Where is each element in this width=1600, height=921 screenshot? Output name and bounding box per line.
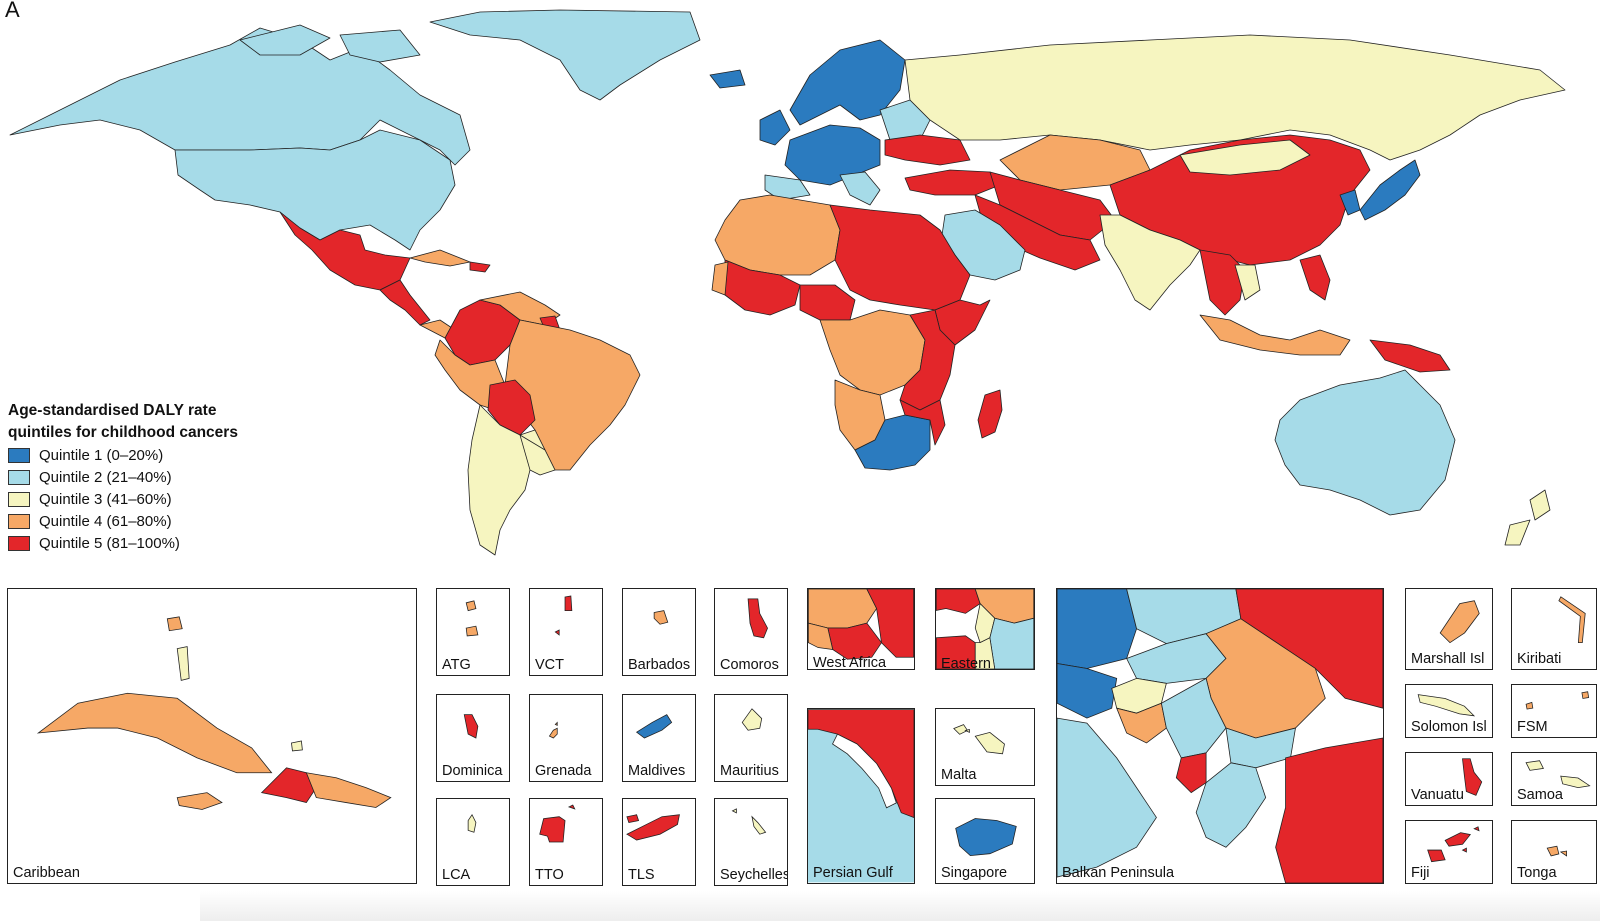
inset-grenada: Grenada [529, 694, 603, 782]
inset-tonga: Tonga [1511, 820, 1597, 884]
inset-fiji: Fiji [1405, 820, 1493, 884]
legend-swatch-q1 [8, 447, 30, 463]
legend-title-line2: quintiles for childhood cancers [8, 424, 238, 441]
legend-label-q2: Quintile 2 (21–40%) [39, 468, 172, 486]
inset-label: Maldives [628, 763, 686, 779]
inset-label: Marshall Isl [1411, 651, 1485, 667]
inset-dominica: Dominica [436, 694, 510, 782]
inset-balkan-peninsula: Balkan Peninsula [1056, 588, 1384, 884]
region-indonesia [1199, 314, 1351, 356]
map-legend: Age-standardised DALY rate quintiles for… [8, 400, 308, 554]
inset-vct: VCT [529, 588, 603, 676]
inset-solomon-isl: Solomon Isl [1405, 684, 1493, 738]
inset-vanuatu: Vanuatu [1405, 752, 1493, 806]
inset-west-africa: West Africa [807, 588, 915, 670]
inset-label: Singapore [941, 865, 1008, 881]
region-north-africa [714, 194, 841, 276]
region-greenland [429, 9, 701, 101]
region-turkey [904, 169, 1001, 196]
legend-item-q4: Quintile 4 (61–80%) [8, 510, 308, 532]
inset-malta: Malta [935, 708, 1035, 786]
region-russia [904, 34, 1566, 161]
panel-letter: A [5, 0, 20, 22]
inset-label: Kiribati [1517, 651, 1562, 667]
legend-label-q5: Quintile 5 (81–100%) [39, 534, 180, 552]
inset-tto: TTO [529, 798, 603, 886]
inset-mauritius: Mauritius [714, 694, 788, 782]
region-india [1099, 214, 1201, 311]
region-south-africa [854, 414, 931, 471]
region-usa [174, 129, 456, 251]
inset-label: Grenada [535, 763, 592, 779]
inset-comoros: Comoros [714, 588, 788, 676]
inset-label: Comoros [720, 657, 779, 673]
inset-samoa: Samoa [1511, 752, 1597, 806]
inset-maldives: Maldives [622, 694, 696, 782]
inset-fsm: FSM [1511, 684, 1597, 738]
region-australia [1274, 369, 1456, 516]
inset-label: Seychelles [720, 867, 788, 883]
legend-title-line1: Age-standardised DALY rate [8, 402, 217, 419]
legend-label-q3: Quintile 3 (41–60%) [39, 490, 172, 508]
inset-label: Balkan Peninsula [1062, 865, 1175, 881]
inset-kiribati: Kiribati [1511, 588, 1597, 670]
inset-label: Vanuatu [1411, 787, 1464, 803]
inset-label: TLS [628, 867, 655, 883]
region-japan [1359, 159, 1421, 221]
legend-swatch-q5 [8, 535, 30, 551]
legend-swatch-q4 [8, 513, 30, 529]
inset-label: Eastern Mediterranean [941, 656, 991, 670]
inset-atg: ATG [436, 588, 510, 676]
inset-lca: LCA [436, 798, 510, 886]
legend-item-q5: Quintile 5 (81–100%) [8, 532, 308, 554]
inset-label: Fiji [1411, 865, 1430, 881]
inset-barbados: Barbados [622, 588, 696, 676]
inset-eastern-mediterranean: Eastern Mediterranean [935, 588, 1035, 670]
inset-label: Solomon Isl [1411, 719, 1487, 735]
inset-label: Tonga [1517, 865, 1557, 881]
inset-persian-gulf: Persian Gulf [807, 708, 915, 884]
inset-label: TTO [535, 867, 564, 883]
legend-label-q1: Quintile 1 (0–20%) [39, 446, 164, 464]
inset-label: West Africa [813, 655, 887, 670]
page-shadow [200, 891, 1600, 921]
inset-marshall-isl: Marshall Isl [1405, 588, 1493, 670]
inset-label: FSM [1517, 719, 1548, 735]
legend-item-q3: Quintile 3 (41–60%) [8, 488, 308, 510]
inset-label: Caribbean [13, 865, 80, 881]
inset-caribbean: Caribbean [7, 588, 417, 884]
inset-label: Dominica [442, 763, 503, 779]
region-western-europe [784, 124, 881, 186]
legend-item-q2: Quintile 2 (21–40%) [8, 466, 308, 488]
region-scandinavia [789, 39, 906, 126]
inset-seychelles: Seychelles [714, 798, 788, 886]
inset-label: Samoa [1517, 787, 1563, 803]
inset-singapore: Singapore [935, 798, 1035, 884]
inset-label: ATG [442, 657, 471, 673]
legend-swatch-q2 [8, 469, 30, 485]
inset-label: Malta [941, 767, 977, 783]
world-map [9, 9, 1566, 556]
region-bolivia [487, 379, 536, 436]
inset-label: Persian Gulf [813, 865, 893, 881]
inset-tls: TLS [622, 798, 696, 886]
legend-swatch-q3 [8, 491, 30, 507]
inset-label: Barbados [628, 657, 691, 673]
legend-label-q4: Quintile 4 (61–80%) [39, 512, 172, 530]
inset-label: Mauritius [720, 763, 779, 779]
legend-item-q1: Quintile 1 (0–20%) [8, 444, 308, 466]
inset-label: LCA [442, 867, 471, 883]
region-madagascar [977, 389, 1003, 439]
inset-label: VCT [535, 657, 564, 673]
